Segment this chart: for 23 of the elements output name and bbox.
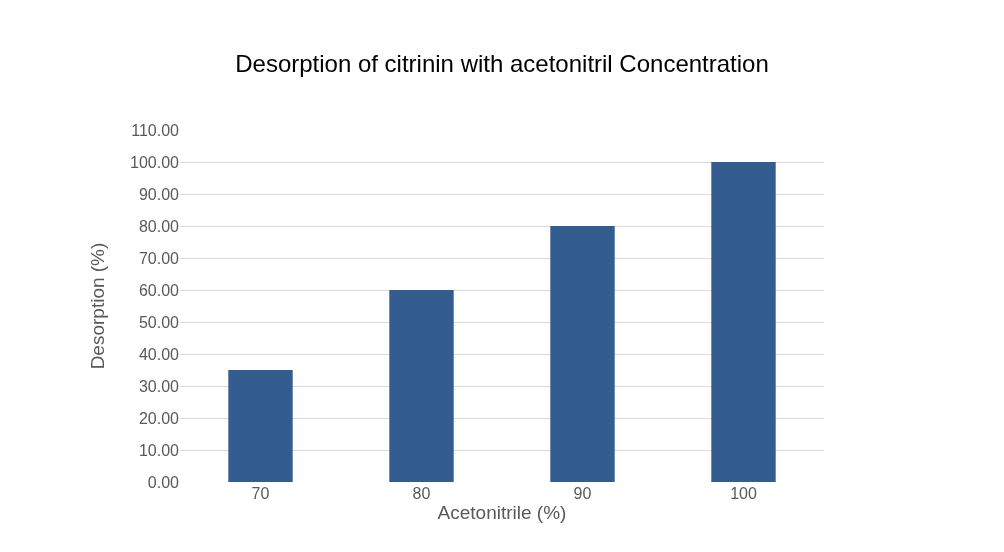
y-tick-label: 70.00	[138, 249, 180, 267]
x-tick-label: 80	[412, 485, 431, 502]
x-axis-title: Acetonitrile (%)	[437, 501, 567, 523]
bar	[389, 290, 454, 482]
y-axis-title: Desorption (%)	[86, 242, 108, 370]
y-tick-label: 30.00	[138, 377, 180, 395]
x-tick-label: 90	[573, 485, 592, 502]
y-tick-label: 60.00	[138, 281, 180, 299]
bar	[711, 162, 776, 482]
x-tick-label: 100	[730, 485, 757, 502]
y-tick-label: 20.00	[138, 409, 180, 427]
y-tick-label: 110.00	[131, 121, 180, 139]
y-tick-label: 50.00	[138, 313, 180, 331]
y-tick-label: 0.00	[147, 473, 180, 491]
bar	[550, 226, 615, 482]
y-tick-label: 40.00	[138, 345, 180, 363]
bar	[228, 370, 293, 482]
y-tick-label: 90.00	[138, 185, 180, 203]
y-tick-label: 80.00	[138, 217, 180, 235]
y-tick-label: 10.00	[138, 441, 180, 459]
x-tick-label: 70	[251, 485, 270, 502]
y-tick-label: 100.00	[130, 153, 180, 171]
chart-title: Desorption of citrinin with acetonitril Concentration	[235, 50, 769, 77]
